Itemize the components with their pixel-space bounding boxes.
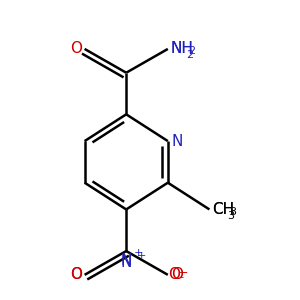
Text: +: + [136,250,146,260]
Text: O: O [168,267,180,282]
Text: CH: CH [212,202,234,217]
Text: O: O [70,267,82,282]
Text: CH: CH [212,202,234,217]
Text: NH: NH [170,41,193,56]
Text: 2: 2 [188,46,195,56]
Text: 3: 3 [230,207,237,217]
Text: NH: NH [170,41,193,56]
Text: +: + [134,248,143,258]
Text: N: N [171,134,183,148]
Text: −: − [179,268,188,278]
Text: N: N [121,255,132,270]
Text: N: N [121,254,132,268]
Text: O: O [171,267,183,282]
Text: 2: 2 [186,50,193,61]
Text: O: O [70,41,82,56]
Text: O: O [70,267,82,282]
Text: -: - [180,272,184,282]
Text: 3: 3 [227,211,234,221]
